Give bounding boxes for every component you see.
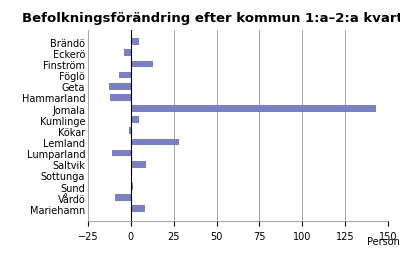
Bar [110, 95, 131, 101]
X-axis label: Personer: Personer [366, 236, 400, 246]
Bar [131, 39, 140, 46]
Bar [131, 206, 144, 212]
Bar [119, 72, 131, 79]
Bar [129, 128, 131, 135]
Bar [131, 139, 179, 146]
Bar [108, 84, 131, 90]
Bar [131, 161, 146, 168]
Bar [131, 183, 132, 190]
Bar [116, 195, 131, 201]
Bar [112, 150, 131, 157]
Bar [131, 106, 376, 113]
Bar [124, 50, 131, 57]
Bar [131, 61, 153, 68]
Text: Befolkningsförändring efter kommun 1:a–2:a kvartalet 2019: Befolkningsförändring efter kommun 1:a–2… [22, 12, 400, 25]
Bar [131, 117, 140, 123]
